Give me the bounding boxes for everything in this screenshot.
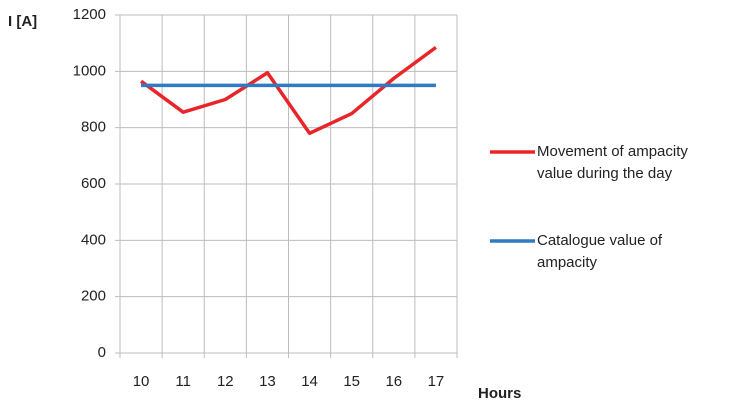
x-tick-label: 11 xyxy=(175,373,191,390)
x-tick-label: 12 xyxy=(217,373,234,390)
x-tick-label: 14 xyxy=(301,373,318,390)
legend-label: Movement of ampacity value during the da… xyxy=(537,143,688,182)
y-tick-label: 800 xyxy=(81,119,106,136)
y-tick-label: 0 xyxy=(98,344,106,361)
x-tick-label: 15 xyxy=(343,373,360,390)
y-tick-label: 400 xyxy=(81,231,106,248)
x-tick-label: 16 xyxy=(385,373,402,390)
y-tick-label: 200 xyxy=(81,288,106,305)
y-axis-label: I [A] xyxy=(8,13,37,30)
y-tick-label: 1200 xyxy=(73,6,106,23)
y-tick-label: 600 xyxy=(81,175,106,192)
x-tick-label: 13 xyxy=(259,373,276,390)
x-tick-label: 10 xyxy=(133,373,150,390)
legend-label: Catalogue value of ampacity xyxy=(537,232,663,271)
y-tick-label: 1000 xyxy=(73,62,106,79)
x-axis-label: Hours xyxy=(478,385,521,402)
x-tick-label: 17 xyxy=(428,373,445,390)
